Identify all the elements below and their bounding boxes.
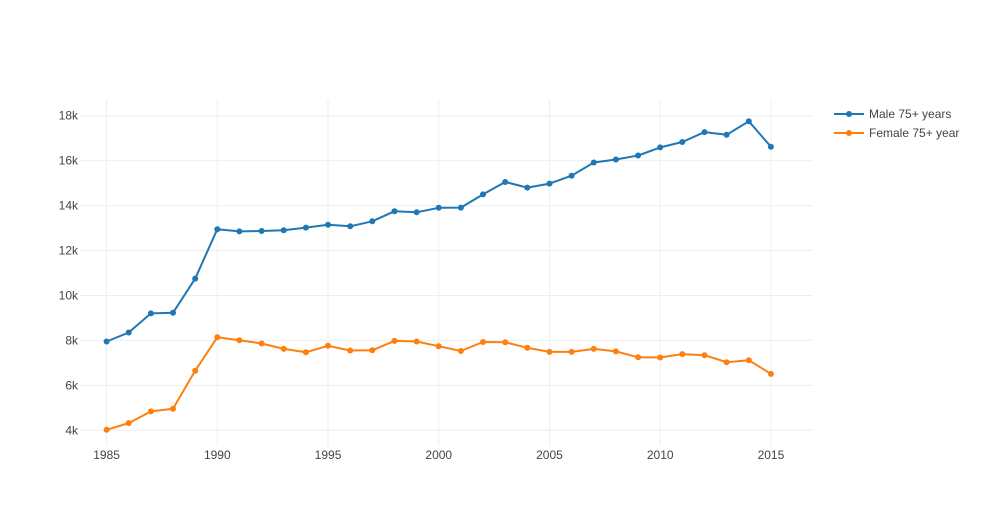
data-point[interactable]: [103, 338, 110, 345]
data-point[interactable]: [546, 348, 553, 355]
grid: [80, 100, 813, 446]
data-point[interactable]: [701, 352, 708, 359]
data-point[interactable]: [435, 204, 442, 211]
data-point[interactable]: [170, 309, 176, 316]
data-point[interactable]: [280, 345, 287, 352]
y-tick-label: 18k: [59, 109, 79, 123]
series-2: [103, 334, 774, 433]
legend-item-2[interactable]: Female 75+ year: [834, 126, 959, 140]
data-point[interactable]: [192, 275, 199, 282]
data-point[interactable]: [657, 144, 664, 151]
data-point[interactable]: [413, 338, 420, 345]
data-point[interactable]: [524, 184, 531, 191]
data-point[interactable]: [590, 345, 597, 352]
data-point[interactable]: [369, 218, 376, 225]
legend-marker: [846, 130, 852, 136]
data-point[interactable]: [347, 223, 354, 230]
data-point[interactable]: [480, 191, 486, 198]
data-point[interactable]: [435, 343, 442, 350]
data-point[interactable]: [723, 359, 730, 366]
data-point[interactable]: [767, 143, 774, 150]
data-point[interactable]: [147, 310, 154, 317]
x-tick-label: 1985: [93, 448, 120, 462]
data-point[interactable]: [258, 340, 265, 347]
y-tick-label: 4k: [65, 423, 79, 437]
data-point[interactable]: [679, 351, 686, 358]
data-point[interactable]: [612, 156, 619, 163]
data-point[interactable]: [391, 337, 398, 344]
data-point[interactable]: [657, 354, 664, 361]
data-point[interactable]: [679, 139, 686, 145]
x-tick-label: 2015: [758, 448, 785, 462]
data-point[interactable]: [391, 208, 398, 215]
series-1: [103, 118, 774, 345]
y-tick-label: 12k: [59, 244, 79, 258]
data-point[interactable]: [457, 204, 464, 211]
legend[interactable]: Male 75+ years Female 75+ year: [834, 107, 959, 140]
data-point[interactable]: [701, 129, 708, 136]
data-point[interactable]: [302, 224, 309, 231]
y-tick-label: 10k: [59, 288, 79, 302]
data-point[interactable]: [236, 337, 243, 344]
legend-marker: [846, 111, 852, 117]
legend-label: Male 75+ years: [869, 107, 951, 121]
data-point[interactable]: [635, 354, 642, 361]
data-point[interactable]: [480, 339, 486, 345]
data-point[interactable]: [745, 118, 752, 125]
data-point[interactable]: [147, 408, 154, 415]
legend-item-1[interactable]: Male 75+ years: [834, 107, 951, 121]
data-point[interactable]: [214, 334, 221, 341]
x-tick-label: 2000: [425, 448, 452, 462]
data-point[interactable]: [612, 348, 619, 355]
x-tick-label: 2010: [647, 448, 674, 462]
axes: 1985 1990 1995 2000 2005 2010 2015 4k 6k 8k 10k 12k…: [59, 109, 785, 462]
data-point[interactable]: [745, 357, 752, 364]
data-point[interactable]: [369, 347, 376, 354]
data-point[interactable]: [590, 159, 597, 166]
y-tick-label: 8k: [65, 333, 79, 347]
data-point[interactable]: [103, 426, 110, 433]
data-point[interactable]: [524, 344, 531, 351]
data-point[interactable]: [568, 348, 575, 355]
legend-label: Female 75+ year: [869, 126, 959, 140]
data-point[interactable]: [280, 227, 287, 234]
y-tick-label: 14k: [59, 199, 79, 213]
data-point[interactable]: [125, 420, 132, 427]
series-group: [103, 118, 774, 433]
data-point[interactable]: [214, 226, 221, 233]
data-point[interactable]: [347, 347, 354, 354]
data-point[interactable]: [236, 228, 243, 235]
data-point[interactable]: [258, 228, 265, 234]
x-tick-label: 2005: [536, 448, 563, 462]
data-point[interactable]: [502, 339, 509, 346]
data-point[interactable]: [192, 367, 199, 374]
data-point[interactable]: [568, 172, 575, 179]
data-point[interactable]: [723, 131, 730, 138]
data-point[interactable]: [546, 180, 553, 187]
data-point[interactable]: [413, 209, 420, 216]
y-tick-label: 16k: [59, 154, 79, 168]
data-point[interactable]: [125, 329, 132, 336]
data-point[interactable]: [325, 221, 331, 228]
data-point[interactable]: [302, 349, 309, 356]
data-point[interactable]: [502, 179, 509, 185]
data-point[interactable]: [170, 405, 176, 412]
data-point[interactable]: [325, 342, 331, 349]
x-tick-label: 1995: [315, 448, 342, 462]
y-tick-label: 6k: [65, 378, 79, 392]
data-point[interactable]: [635, 152, 642, 159]
data-point[interactable]: [457, 348, 464, 354]
data-point[interactable]: [767, 370, 774, 377]
x-tick-label: 1990: [204, 448, 231, 462]
